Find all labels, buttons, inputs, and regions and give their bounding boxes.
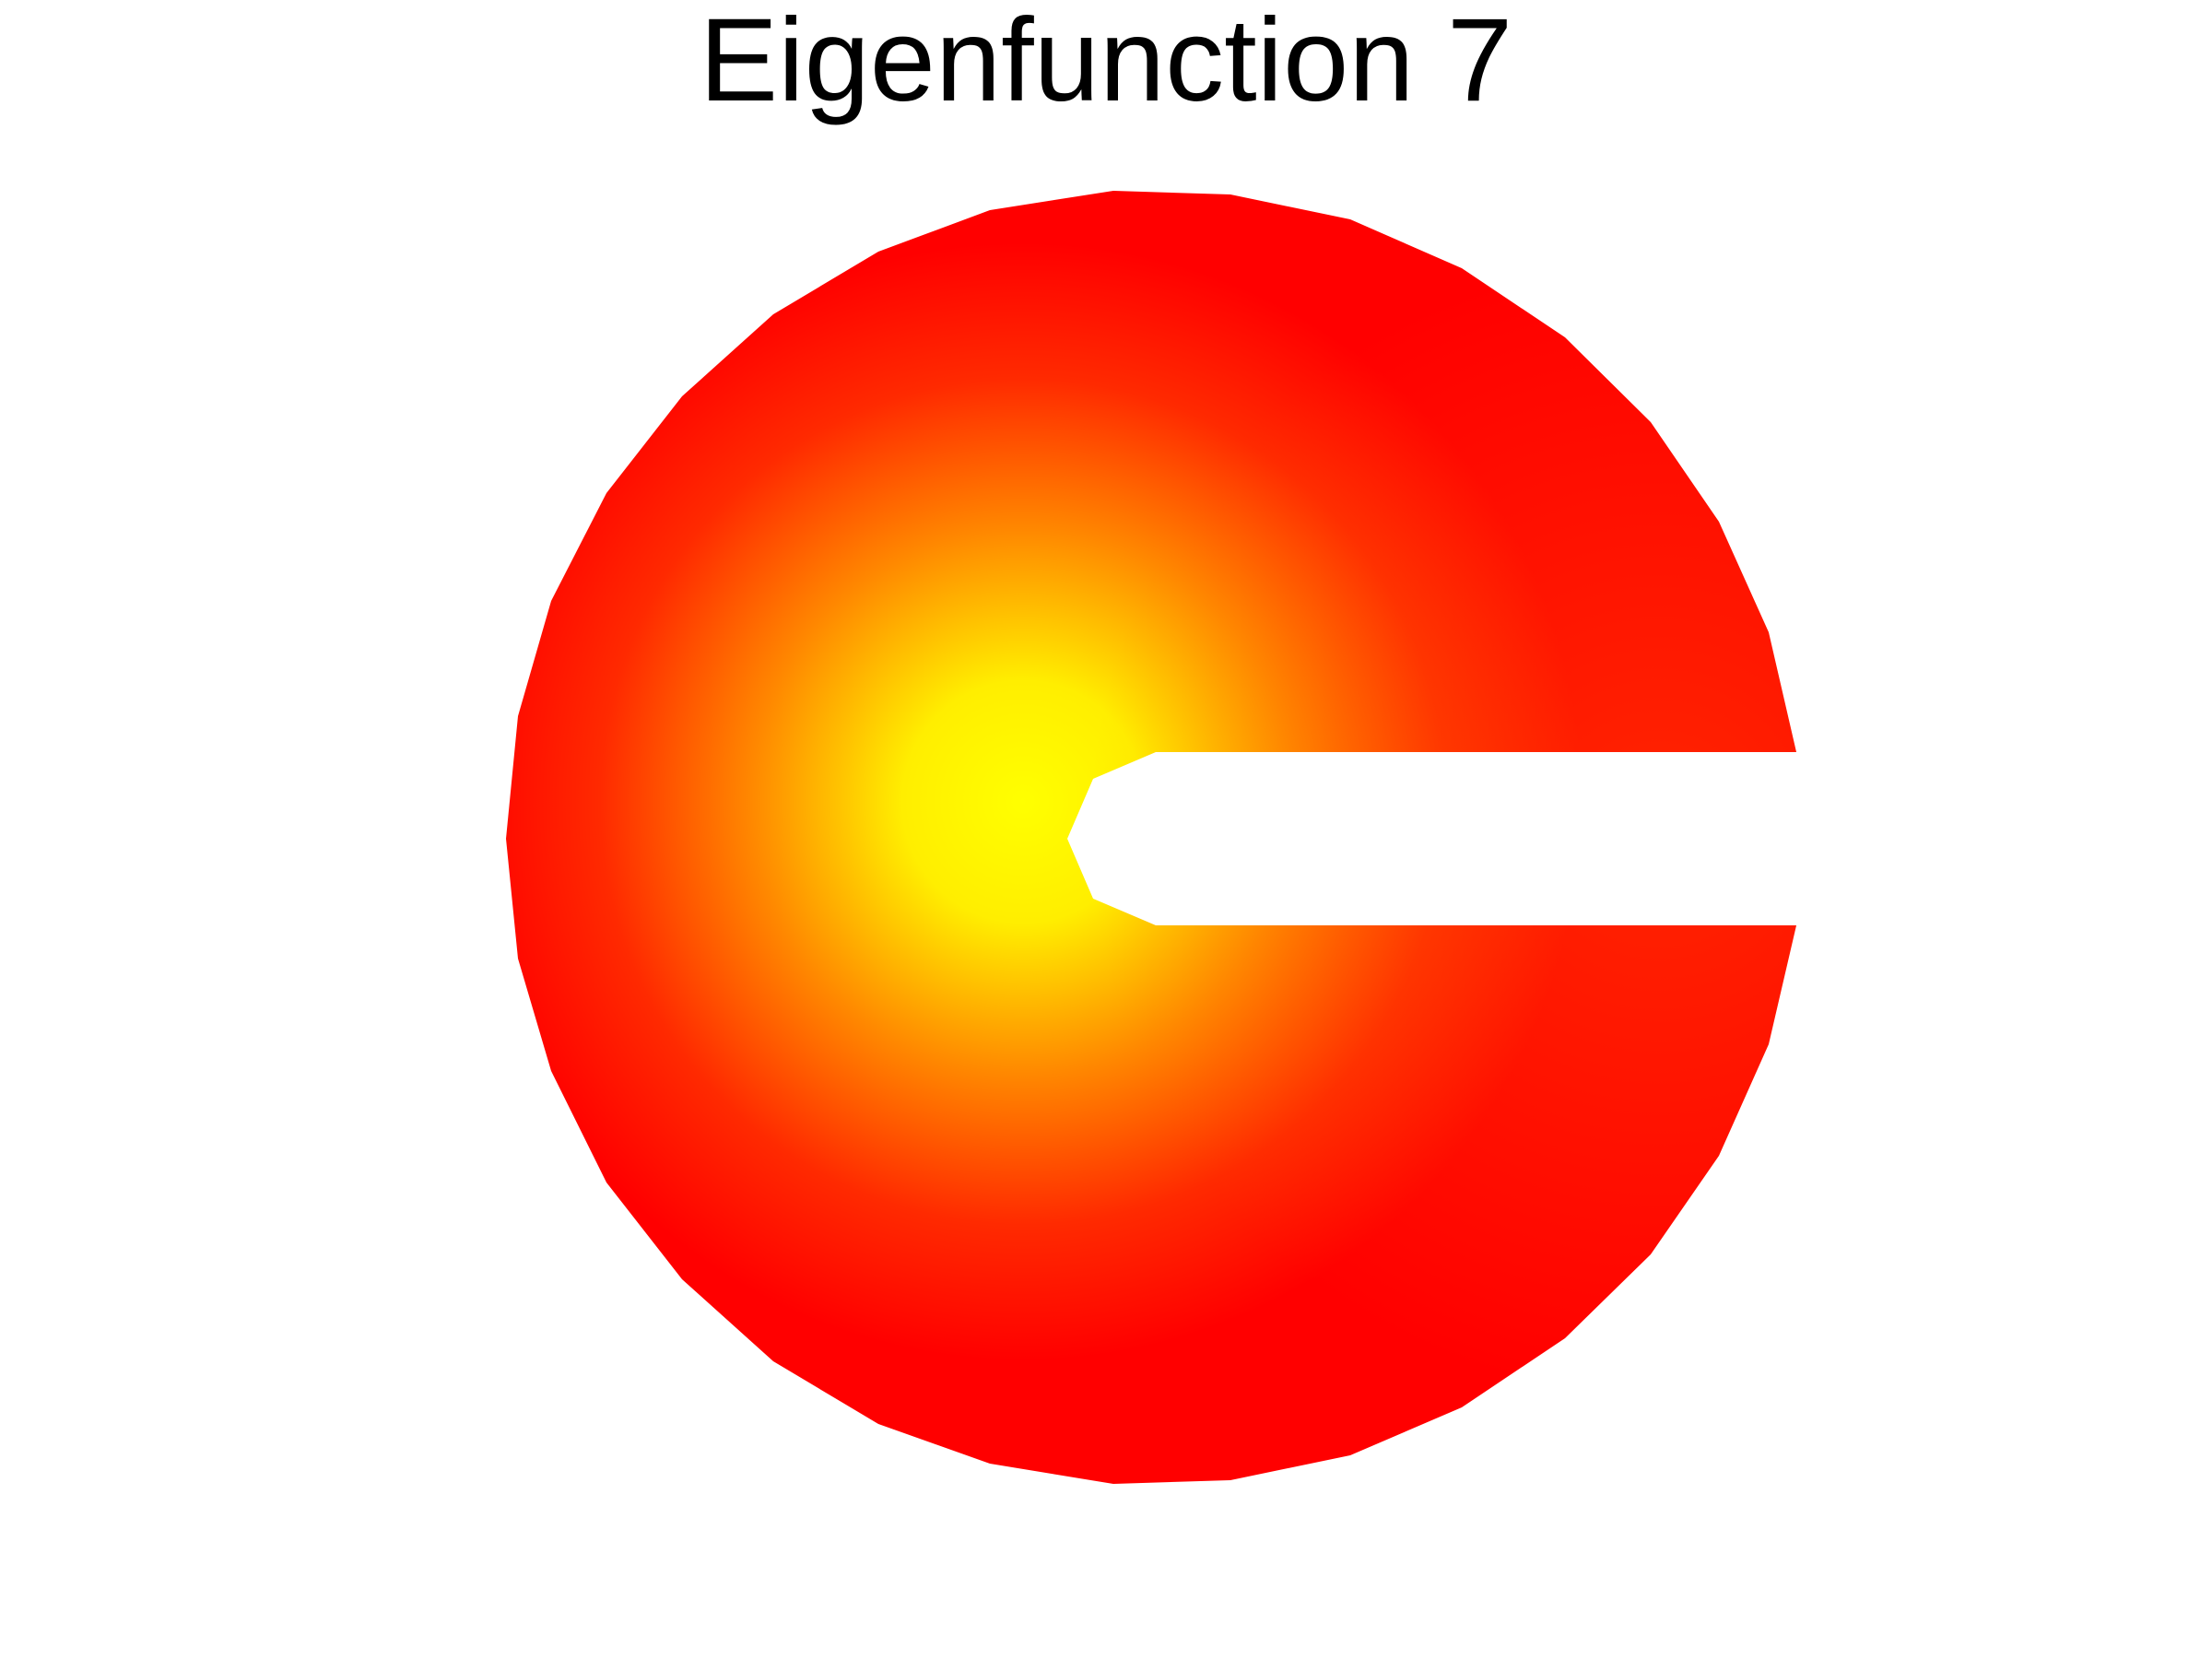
slit-disk-shading xyxy=(506,191,1796,1484)
plot-title: Eigenfunction 7 xyxy=(699,0,1513,126)
